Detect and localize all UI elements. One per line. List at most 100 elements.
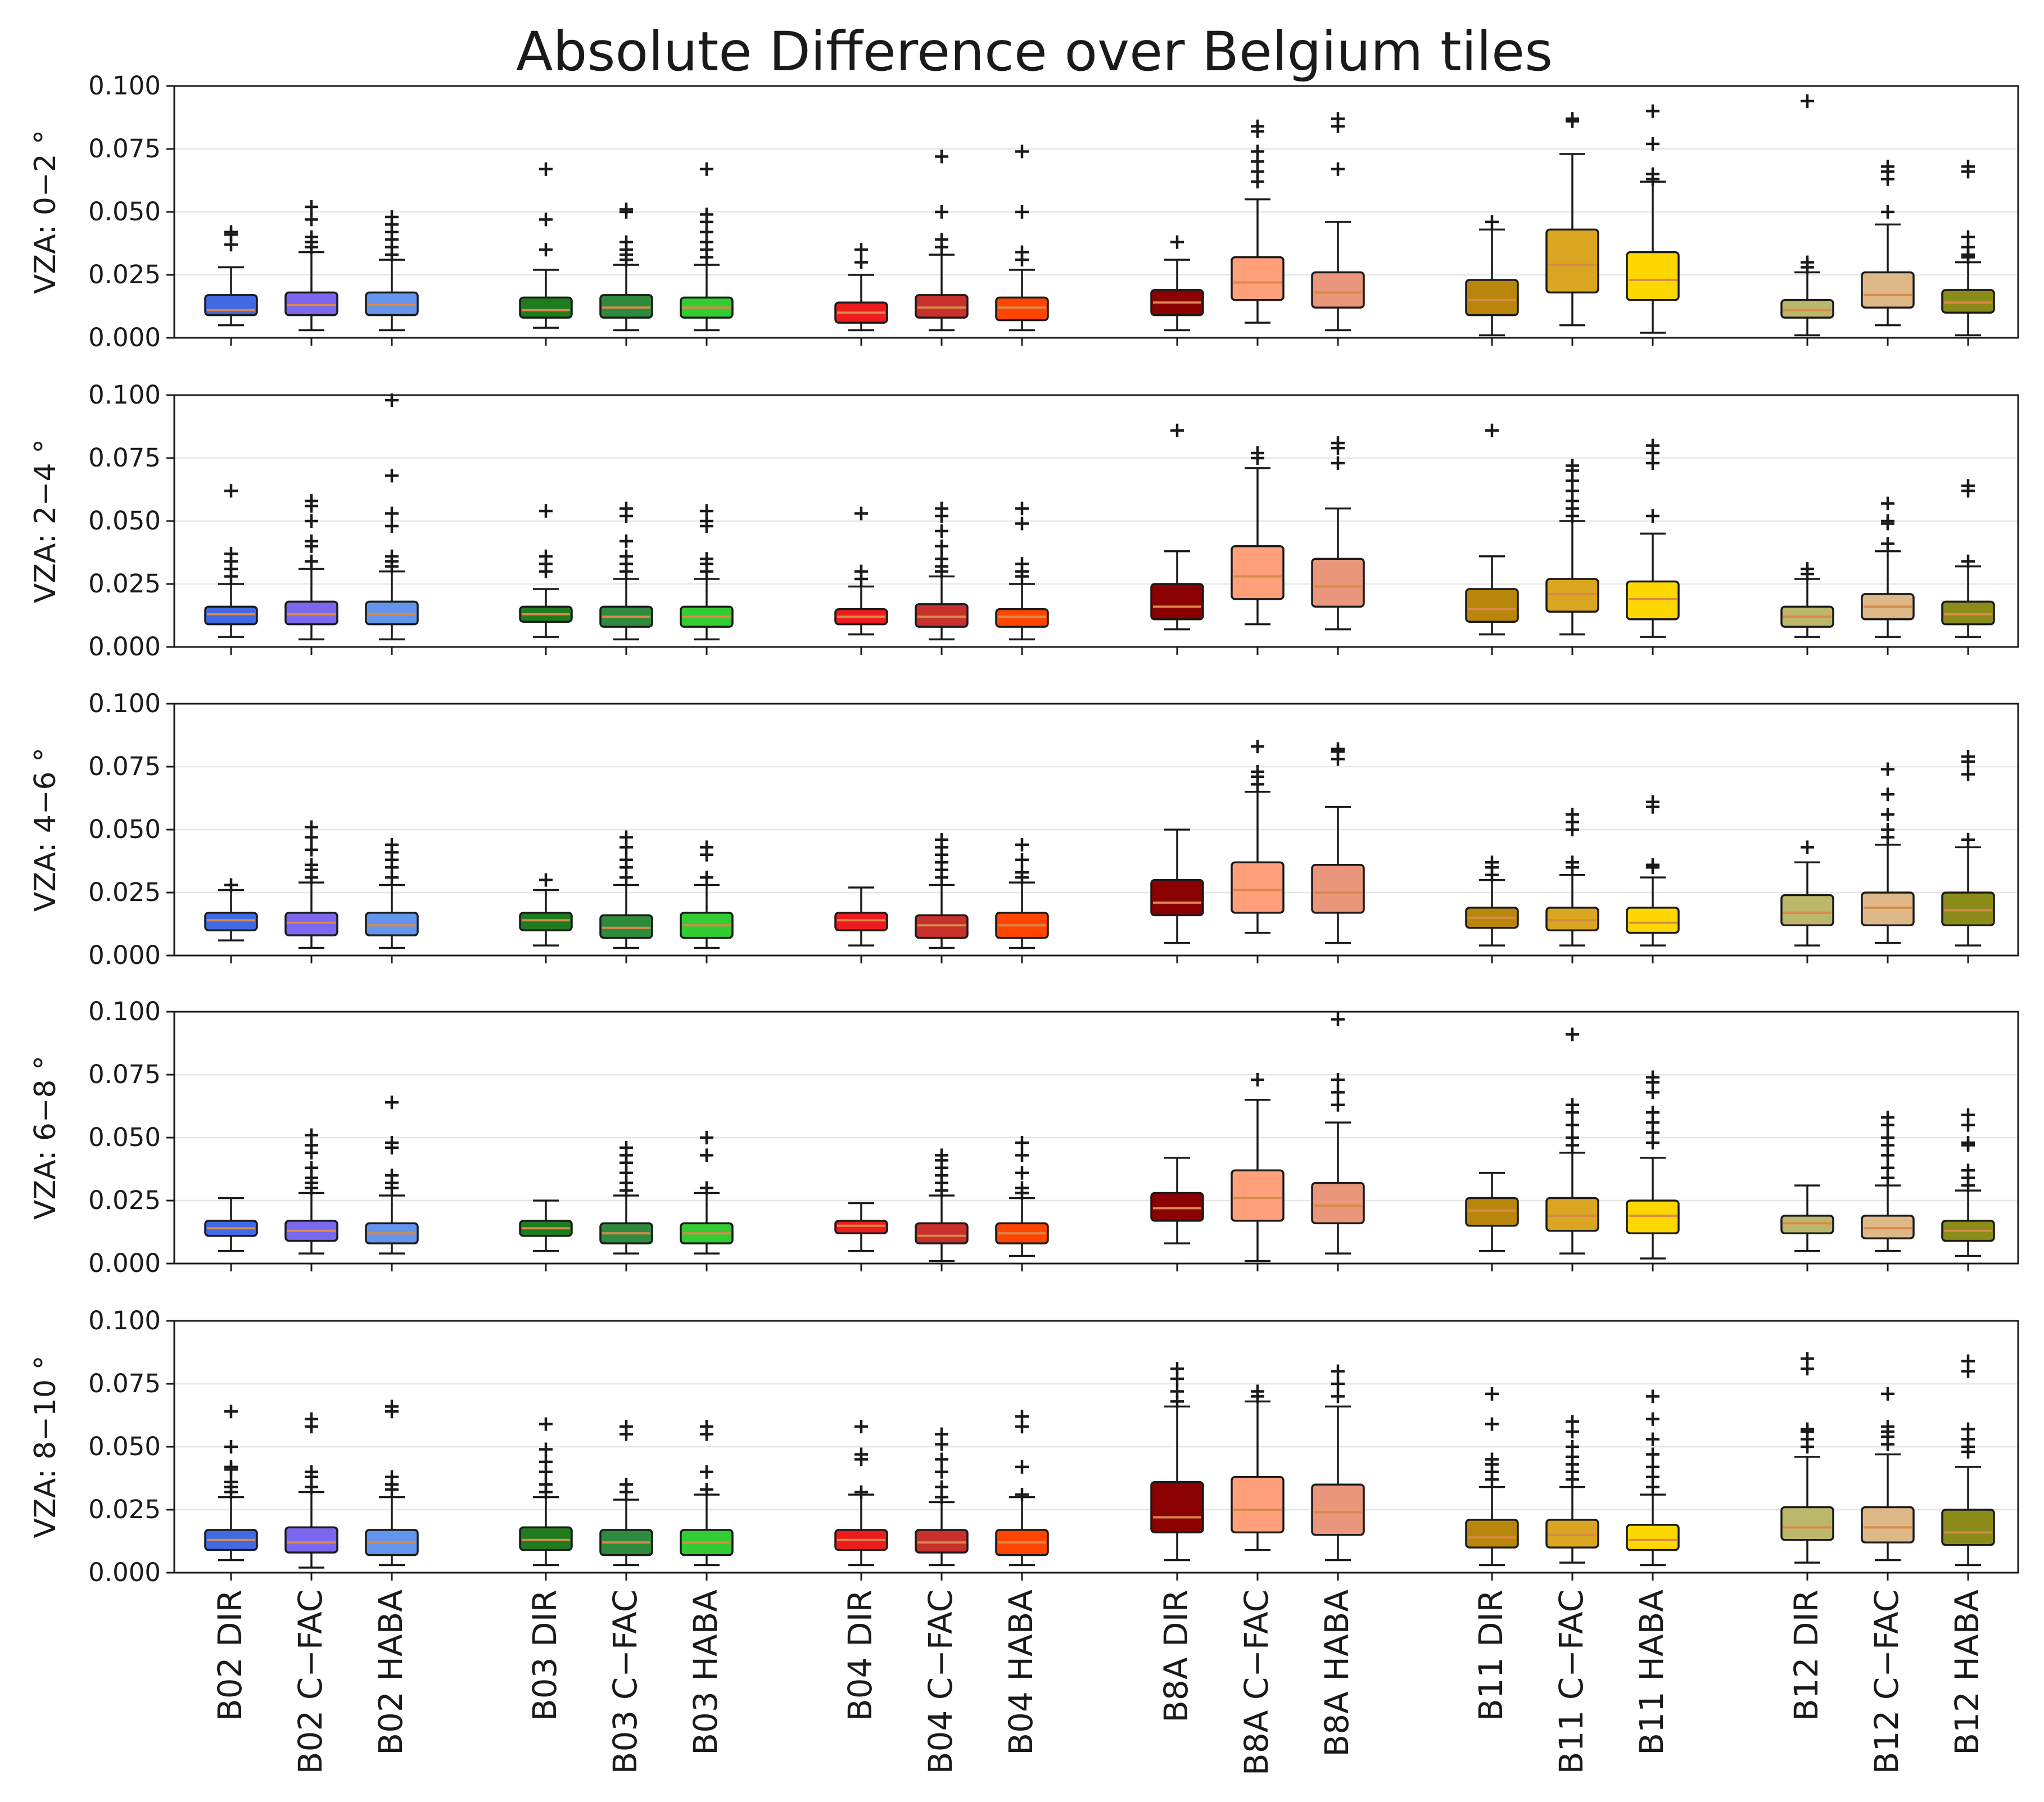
box-plot xyxy=(1231,740,1285,934)
outlier-marker xyxy=(224,1405,238,1419)
box-plot xyxy=(599,1140,653,1255)
outlier-marker xyxy=(224,547,238,561)
outlier-marker xyxy=(935,1148,948,1162)
box-plot xyxy=(1861,496,1915,638)
iqr-box xyxy=(1941,289,1995,314)
y-tick-label: 0.075 xyxy=(88,443,161,473)
iqr-box xyxy=(1941,891,1995,926)
box-plot xyxy=(1941,479,1995,638)
outlier-marker xyxy=(854,506,868,520)
box-plot xyxy=(915,501,969,641)
iqr-box xyxy=(1311,558,1365,608)
box-plot xyxy=(519,873,573,947)
y-tick-label: 0.050 xyxy=(88,1122,161,1152)
x-tick-label: B04 DIR xyxy=(841,1590,879,1721)
outlier-marker xyxy=(1646,1460,1659,1474)
x-tick-label: B02 DIR xyxy=(211,1590,249,1721)
outlier-marker xyxy=(1881,1131,1894,1144)
outlier-marker xyxy=(700,504,713,518)
x-tick-label: B12 DIR xyxy=(1787,1590,1825,1721)
iqr-box xyxy=(1780,894,1834,926)
outlier-marker xyxy=(1015,866,1029,880)
outlier-marker xyxy=(1881,1420,1894,1434)
outlier-marker xyxy=(1801,1422,1814,1436)
axes-frame xyxy=(173,703,2019,957)
outlier-marker xyxy=(1015,557,1029,571)
box-plot xyxy=(519,162,573,329)
panel: 0.000 0.025 0.050 0.075 0.100 VZA: 0−2 ° xyxy=(29,71,2019,352)
outlier-marker xyxy=(935,552,948,566)
outlier-marker xyxy=(1485,423,1499,437)
y-tick-label: 0.075 xyxy=(88,1060,161,1089)
outlier-marker xyxy=(305,858,318,872)
box-plot xyxy=(365,1095,419,1255)
y-axis-label: VZA: 8−10 ° xyxy=(29,1355,62,1538)
outlier-marker xyxy=(700,871,713,885)
axes-frame xyxy=(173,1320,2019,1574)
outlier-marker xyxy=(305,514,318,528)
outlier-marker xyxy=(305,534,318,548)
iqr-box xyxy=(284,600,338,626)
iqr-box xyxy=(1150,1480,1204,1534)
outlier-marker xyxy=(1646,1447,1659,1461)
y-axis-label: VZA: 6−8 ° xyxy=(29,1056,62,1220)
outlier-marker xyxy=(1485,1387,1499,1401)
box-plot xyxy=(1780,840,1834,947)
outlier-marker xyxy=(305,200,318,214)
outlier-marker xyxy=(854,255,868,269)
box-plot xyxy=(599,830,653,949)
axes-frame xyxy=(173,394,2019,648)
outlier-marker xyxy=(1646,1106,1659,1120)
box-plot xyxy=(995,837,1049,949)
x-tick-label: B11 HABA xyxy=(1633,1590,1671,1755)
box-plot xyxy=(680,162,734,332)
outlier-marker xyxy=(619,1420,633,1434)
outlier-marker xyxy=(1566,1118,1579,1132)
box-plot xyxy=(680,504,734,641)
outlier-marker xyxy=(854,1447,868,1461)
outlier-marker xyxy=(1331,742,1345,756)
outlier-marker xyxy=(1015,517,1029,531)
outlier-marker xyxy=(1170,423,1184,437)
box-plot xyxy=(680,1131,734,1255)
x-tick-label: B03 DIR xyxy=(526,1590,564,1721)
outlier-marker xyxy=(539,1455,553,1469)
box-plot xyxy=(1780,1352,1834,1564)
y-axis-label: VZA: 4−6 ° xyxy=(29,748,62,912)
outlier-marker xyxy=(1331,1377,1345,1391)
outlier-marker xyxy=(1251,1384,1264,1398)
y-tick-label: 0.000 xyxy=(88,323,161,352)
iqr-box xyxy=(1861,271,1915,309)
outlier-marker xyxy=(1015,1460,1029,1474)
box-plot xyxy=(1311,742,1365,944)
box-plot xyxy=(834,886,888,947)
outlier-marker xyxy=(1566,112,1579,126)
outlier-marker xyxy=(385,1470,399,1484)
outlier-marker xyxy=(1881,1387,1894,1401)
y-tick-label: 0.100 xyxy=(88,71,161,101)
outlier-marker xyxy=(1485,1452,1499,1466)
box-plot xyxy=(1545,1415,1599,1564)
outlier-marker xyxy=(935,1427,948,1441)
outlier-marker xyxy=(1881,808,1894,822)
outlier-marker xyxy=(1331,112,1345,126)
outlier-marker xyxy=(385,519,399,533)
outlier-marker xyxy=(1961,750,1975,764)
y-tick-label: 0.025 xyxy=(88,1185,161,1215)
outlier-marker xyxy=(619,1140,633,1154)
outlier-marker xyxy=(539,162,553,176)
outlier-marker xyxy=(224,878,238,892)
outlier-marker xyxy=(1331,162,1345,176)
outlier-marker xyxy=(854,564,868,578)
box-plot xyxy=(915,1427,969,1566)
outlier-marker xyxy=(1566,1027,1579,1042)
box-plot xyxy=(599,1420,653,1566)
panel: 0.000 0.025 0.050 0.075 0.100 VZA: 6−8 ° xyxy=(29,997,2019,1278)
outlier-marker xyxy=(385,506,399,520)
outlier-marker xyxy=(1485,1417,1499,1431)
box-plot xyxy=(1626,438,1680,638)
x-tick-label: B03 C−FAC xyxy=(606,1590,644,1774)
outlier-marker xyxy=(1331,1072,1345,1086)
iqr-box xyxy=(1545,1197,1599,1232)
box-plot xyxy=(1861,1387,1915,1561)
